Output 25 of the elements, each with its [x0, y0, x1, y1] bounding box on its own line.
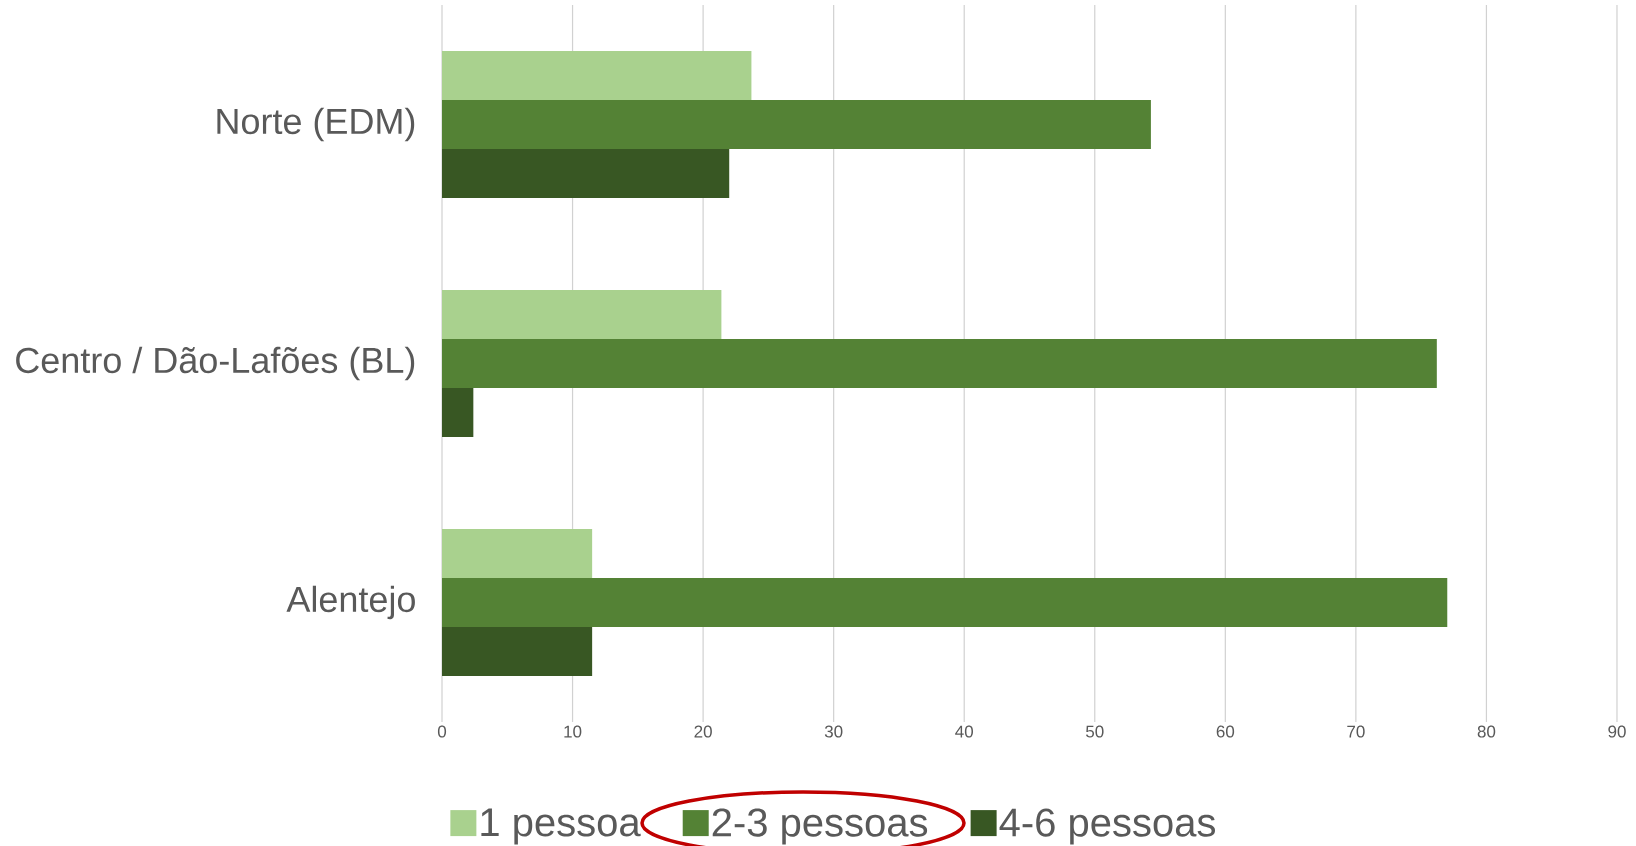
- x-tick-label: 40: [955, 725, 974, 738]
- bar: [442, 100, 1151, 149]
- x-tick-label: 80: [1477, 725, 1496, 738]
- x-tick-label: 0: [437, 725, 447, 738]
- y-tick-label: Alentejo: [286, 585, 415, 620]
- bar: [442, 339, 1437, 388]
- y-tick-label: Norte (EDM): [217, 107, 415, 142]
- bar: [442, 51, 752, 100]
- y-tick-label: Centro / Dão-Lafões (BL): [16, 346, 415, 381]
- bar: [442, 627, 593, 676]
- x-tick-label: 10: [564, 725, 582, 738]
- bar: [442, 290, 722, 339]
- bar: [442, 578, 1448, 627]
- x-tick-label: 50: [1085, 725, 1104, 738]
- legend-label: 4-6 pessoas: [999, 808, 1215, 845]
- x-tick-label: 20: [694, 725, 712, 738]
- legend-label: 2-3 pessoas: [712, 808, 928, 845]
- bar: [442, 388, 474, 437]
- x-tick-label: 60: [1216, 725, 1235, 738]
- x-tick-label: 30: [824, 725, 843, 738]
- bar: [442, 149, 730, 198]
- x-tick-label: 70: [1347, 725, 1365, 738]
- bar: [442, 529, 593, 578]
- legend-label: 1 pessoa: [481, 808, 641, 845]
- x-tick-label: 90: [1608, 725, 1626, 738]
